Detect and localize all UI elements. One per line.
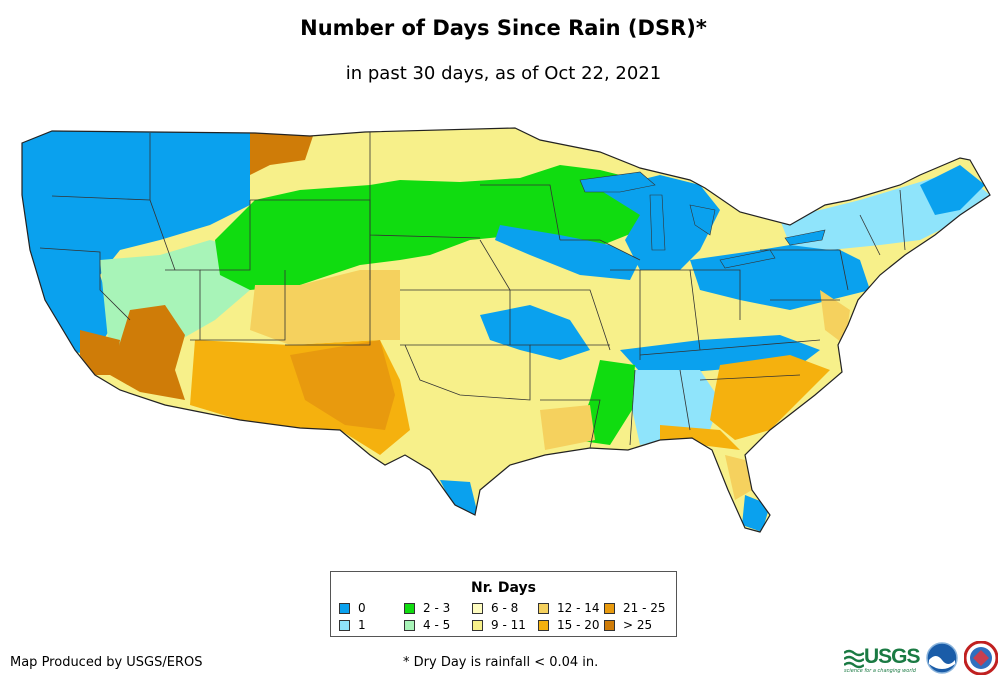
map-credit: Map Produced by USGS/EROS (10, 655, 203, 670)
dsr-color-fields (22, 128, 990, 532)
legend-item-5: 9 - 11 (472, 618, 526, 632)
region-montana-gt25 (250, 130, 315, 175)
noaa-logo-icon (926, 642, 958, 674)
region-south-florida-0 (742, 495, 770, 532)
legend-label: 0 (358, 601, 366, 615)
region-sw-desert-gt25 (110, 305, 185, 400)
legend-swatch (604, 602, 615, 614)
usgs-wave-icon (844, 649, 864, 669)
legend-item-4: 6 - 8 (472, 601, 518, 615)
legend-item-6: 12 - 14 (538, 601, 600, 615)
legend-item-3: 4 - 5 (404, 618, 450, 632)
great-lakes (579, 171, 826, 269)
legend-swatch (538, 602, 549, 614)
legend-swatch (472, 602, 483, 614)
region-maine-0 (920, 165, 985, 215)
legend-item-0: 0 (339, 601, 366, 615)
nws-logo-icon (964, 641, 998, 675)
legend-swatch (538, 619, 549, 631)
legend-item-1: 1 (339, 618, 366, 632)
region-colorado-12-14 (250, 270, 400, 345)
legend-item-8: 21 - 25 (604, 601, 666, 615)
usgs-logo-tagline: science for a changing world (844, 668, 916, 674)
us-outline (21, 127, 991, 533)
region-georgia-south-15-20 (660, 425, 740, 450)
map-legend: Nr. Days 0 1 2 - 3 4 - 5 6 - 8 9 - 11 12… (330, 571, 677, 637)
legend-label: 9 - 11 (491, 618, 526, 632)
region-pacific-0 (22, 128, 250, 355)
state-boundaries (39, 132, 906, 449)
region-socal-gt25 (80, 330, 120, 375)
dry-day-footnote: * Dry Day is rainfall < 0.04 in. (403, 655, 599, 670)
legend-label: 1 (358, 618, 366, 632)
legend-swatch (472, 619, 483, 631)
region-alabama-1 (630, 370, 720, 445)
legend-swatch (604, 619, 615, 631)
map-subtitle: in past 30 days, as of Oct 22, 2021 (345, 63, 662, 84)
legend-item-2: 2 - 3 (404, 601, 450, 615)
legend-title: Nr. Days (471, 580, 536, 596)
legend-item-9: > 25 (604, 618, 652, 632)
region-nm-21-25 (290, 340, 395, 430)
legend-item-7: 15 - 20 (538, 618, 600, 632)
region-florida-12-14 (725, 455, 752, 500)
region-south-texas-0 (440, 480, 478, 515)
legend-label: 4 - 5 (423, 618, 451, 632)
region-chesapeake-12-14 (820, 290, 850, 345)
region-carolinas-georgia-15-20 (710, 355, 830, 440)
legend-label: 6 - 8 (491, 601, 519, 615)
legend-label: > 25 (623, 618, 653, 632)
legend-label: 12 - 14 (557, 601, 600, 615)
legend-swatch (404, 619, 415, 631)
legend-swatch (339, 619, 350, 631)
legend-label: 2 - 3 (423, 601, 451, 615)
legend-swatch (339, 602, 350, 614)
region-northern-plains-2-3 (215, 165, 660, 290)
agency-logos: USGS science for a changing world (842, 640, 1002, 680)
legend-swatch (404, 602, 415, 614)
map-title: Number of Days Since Rain (DSR)* (300, 16, 707, 40)
usgs-logo-text: USGS (864, 645, 921, 668)
region-iowa-0 (495, 225, 640, 280)
legend-label: 15 - 20 (557, 618, 600, 632)
region-kansas-oklahoma-0 (480, 305, 590, 360)
legend-label: 21 - 25 (623, 601, 666, 615)
region-louisiana-12-14 (540, 405, 595, 450)
